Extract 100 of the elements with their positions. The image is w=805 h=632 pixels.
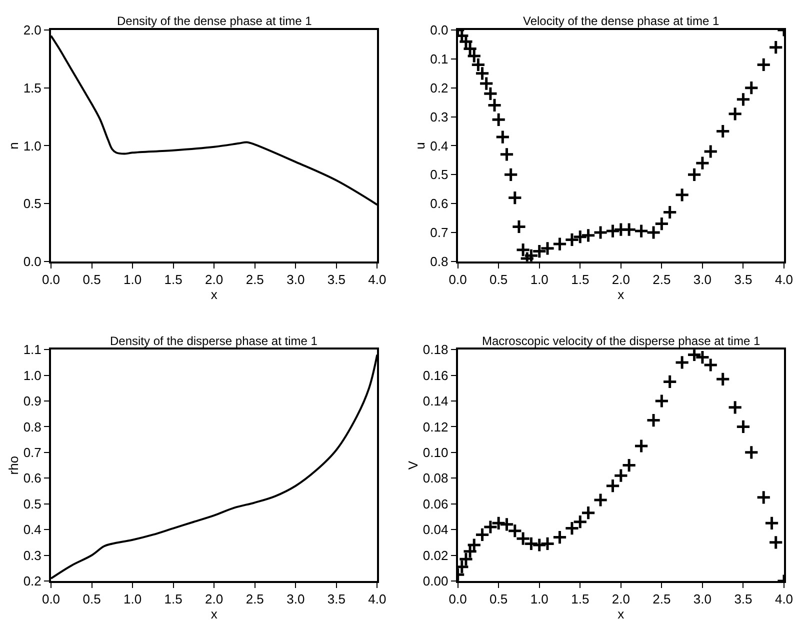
y-tick-label: 0.4 [430, 138, 448, 154]
point [728, 400, 743, 415]
x-tick-label: 0.0 [42, 272, 60, 288]
x-tick-label: 2.5 [652, 272, 671, 288]
chart-title: Macroscopic velocity of the disperse phase at time 1 [482, 334, 760, 348]
x-tick-label: 0.5 [82, 592, 101, 607]
x-tick-label: 1.0 [124, 272, 142, 288]
x-tick-label: 3.0 [286, 272, 305, 288]
point [674, 354, 690, 370]
x-tick-label: 3.5 [327, 272, 346, 288]
y-tick-label: 0.3 [430, 109, 448, 124]
chart-title: Density of the dense phase at time 1 [117, 14, 312, 28]
y-tick-label: 0.2 [430, 80, 448, 96]
y-tick-label: 0.7 [23, 444, 42, 460]
point [622, 222, 637, 238]
x-tick-label: 1.0 [124, 592, 142, 607]
x-axis-title: x [618, 287, 625, 302]
y-axis-title: V [405, 460, 420, 470]
x-tick-label: 3.5 [327, 592, 346, 607]
point [686, 167, 702, 182]
x-tick-label: 0.5 [490, 592, 508, 607]
point [507, 190, 522, 206]
x-axis-title: x [210, 606, 218, 622]
point [674, 187, 690, 202]
x-tick-label: 4.0 [368, 272, 386, 288]
point [486, 98, 502, 113]
point [605, 224, 620, 239]
point [768, 40, 784, 55]
point [715, 372, 730, 387]
y-tick-label: 0.5 [430, 167, 448, 182]
y-axis-title: rho [6, 456, 21, 475]
y-axis-title: n [6, 142, 21, 150]
x-tick-label: 2.5 [246, 272, 264, 288]
point [532, 244, 547, 259]
point [572, 514, 588, 530]
y-tick-label: 0.08 [422, 470, 448, 486]
x-tick-label: 1.0 [530, 272, 548, 288]
x-tick-label: 0.5 [490, 272, 508, 288]
x-tick-label: 2.0 [205, 592, 224, 607]
x-tick-label: 0.0 [448, 272, 467, 288]
y-tick-label: 0.7 [430, 225, 448, 240]
point [540, 536, 556, 552]
y-tick-label: 0.5 [23, 196, 42, 212]
x-tick-label: 4.0 [774, 592, 794, 607]
point [564, 520, 580, 536]
y-tick-label: 1.5 [23, 80, 42, 96]
y-tick-label: 1.0 [23, 368, 42, 383]
x-tick-label: 1.5 [571, 272, 590, 288]
point [580, 228, 596, 243]
point [540, 240, 556, 256]
point [694, 156, 710, 171]
y-tick-label: 0.0 [430, 22, 448, 38]
point [552, 236, 568, 252]
x-tick-label: 3.0 [286, 592, 305, 607]
x-tick-label: 0.0 [448, 592, 467, 607]
point [552, 530, 568, 545]
x-tick-label: 3.5 [734, 592, 752, 607]
x-tick-label: 1.5 [164, 272, 182, 288]
x-tick-label: 3.0 [693, 592, 712, 607]
y-tick-label: 0.06 [422, 496, 448, 512]
point [728, 106, 743, 122]
point [756, 57, 772, 72]
x-tick-label: 3.5 [734, 272, 752, 288]
y-tick-label: 0.4 [23, 522, 42, 538]
y-tick-label: 0.02 [422, 548, 448, 563]
point [764, 516, 780, 531]
y-tick-label: 0.8 [430, 254, 448, 269]
point [654, 216, 670, 232]
point [634, 438, 649, 454]
point [736, 419, 751, 434]
point [458, 552, 474, 567]
x-tick-label: 2.0 [612, 272, 630, 288]
point [646, 412, 662, 428]
point [756, 490, 772, 505]
point [662, 374, 678, 390]
point [499, 146, 514, 162]
point [474, 527, 490, 542]
chart-title: Density of the disperse phase at time 1 [110, 334, 318, 348]
y-tick-label: 0.3 [23, 548, 42, 563]
y-tick-label: 0.6 [430, 196, 448, 212]
y-tick-label: 1.1 [23, 342, 42, 358]
y-axis-title: u [412, 142, 428, 150]
x-tick-label: 1.5 [571, 592, 590, 607]
x-tick-label: 0.5 [82, 272, 101, 288]
x-tick-label: 3.0 [693, 272, 712, 288]
y-tick-label: 0.5 [23, 496, 42, 512]
x-axis-title: x [210, 287, 218, 302]
y-tick-label: 0.16 [422, 368, 448, 383]
y-tick-label: 0.9 [23, 394, 42, 409]
point [646, 224, 662, 240]
x-tick-label: 2.0 [612, 592, 630, 607]
point [634, 224, 649, 239]
x-tick-label: 2.0 [205, 272, 224, 288]
y-tick-label: 0.18 [422, 342, 448, 358]
y-tick-label: 1.0 [23, 138, 42, 154]
point [736, 92, 751, 107]
x-tick-label: 4.0 [368, 592, 386, 607]
point [532, 537, 547, 553]
y-tick-label: 0.04 [422, 522, 448, 538]
point [511, 219, 527, 234]
